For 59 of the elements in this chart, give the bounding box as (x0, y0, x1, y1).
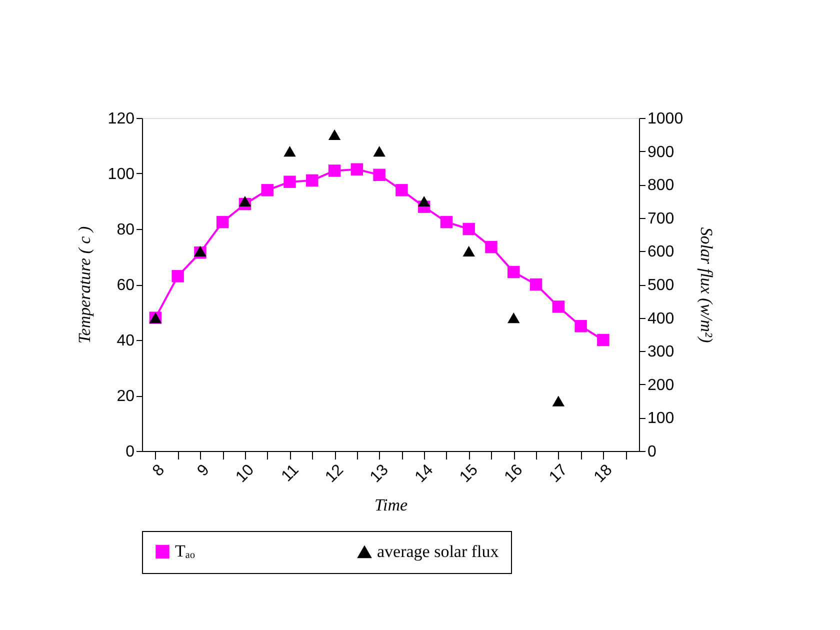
y2-tick-label: 500 (648, 277, 674, 294)
y2-tick-label: 200 (648, 376, 674, 394)
x-axis-title: Time (374, 495, 408, 514)
y-tick-label: 60 (116, 277, 135, 294)
point (485, 240, 498, 254)
legend-label: Tₐₒ (175, 542, 196, 561)
point (261, 184, 274, 196)
y2-axis-title: Solar flux (w/m²) (697, 227, 716, 344)
y2-tick-label: 700 (648, 210, 674, 228)
point (373, 146, 386, 157)
x-tick-label: 14 (412, 461, 437, 486)
x-tick-label: 8 (150, 461, 168, 480)
point (373, 168, 386, 182)
y2-tick-label: 900 (648, 144, 674, 161)
point (552, 300, 565, 313)
point (574, 320, 587, 332)
x-tick-label: 11 (278, 461, 302, 486)
y2-tick-label: 100 (648, 410, 674, 428)
x-tick-label: 16 (502, 461, 526, 486)
point (597, 334, 610, 346)
y-axis-title: Temperature ( c ) (74, 226, 94, 344)
point (284, 146, 296, 157)
y2-tick-label: 0 (648, 444, 656, 460)
x-tick-label: 15 (456, 461, 482, 486)
point (552, 396, 565, 406)
y2-tick-label: 800 (648, 177, 674, 194)
point (418, 196, 430, 207)
point (440, 216, 453, 228)
x-tick-label: 12 (322, 461, 348, 486)
y2-tick-label: 400 (648, 310, 674, 328)
y2-tick-label: 1000 (648, 110, 684, 128)
y-tick-label: 120 (108, 110, 135, 128)
x-tick-label: 10 (232, 461, 258, 486)
point (328, 164, 341, 177)
point (172, 270, 184, 282)
point (350, 163, 364, 176)
point (284, 176, 296, 188)
x-tick-label: 9 (194, 461, 213, 480)
point (396, 184, 408, 196)
y-tick-label: 20 (116, 388, 135, 405)
point (306, 174, 318, 187)
point (530, 278, 542, 291)
y2-tick-label: 600 (648, 244, 674, 261)
point (508, 312, 520, 324)
legend-label: average solar flux (377, 542, 500, 562)
y-tick-label: 40 (116, 332, 135, 350)
point (216, 216, 229, 228)
y-tick-label: 80 (116, 222, 135, 238)
point (328, 129, 341, 140)
y-tick-label: 100 (108, 166, 135, 183)
point (462, 222, 475, 236)
point (508, 266, 520, 278)
point (462, 246, 475, 257)
x-tick-label: 18 (591, 461, 616, 486)
x-tick-label: 13 (367, 461, 392, 486)
point (238, 196, 252, 207)
y2-tick-label: 300 (648, 344, 674, 361)
y-tick-label: 0 (126, 444, 135, 460)
x-tick-label: 17 (546, 461, 571, 486)
